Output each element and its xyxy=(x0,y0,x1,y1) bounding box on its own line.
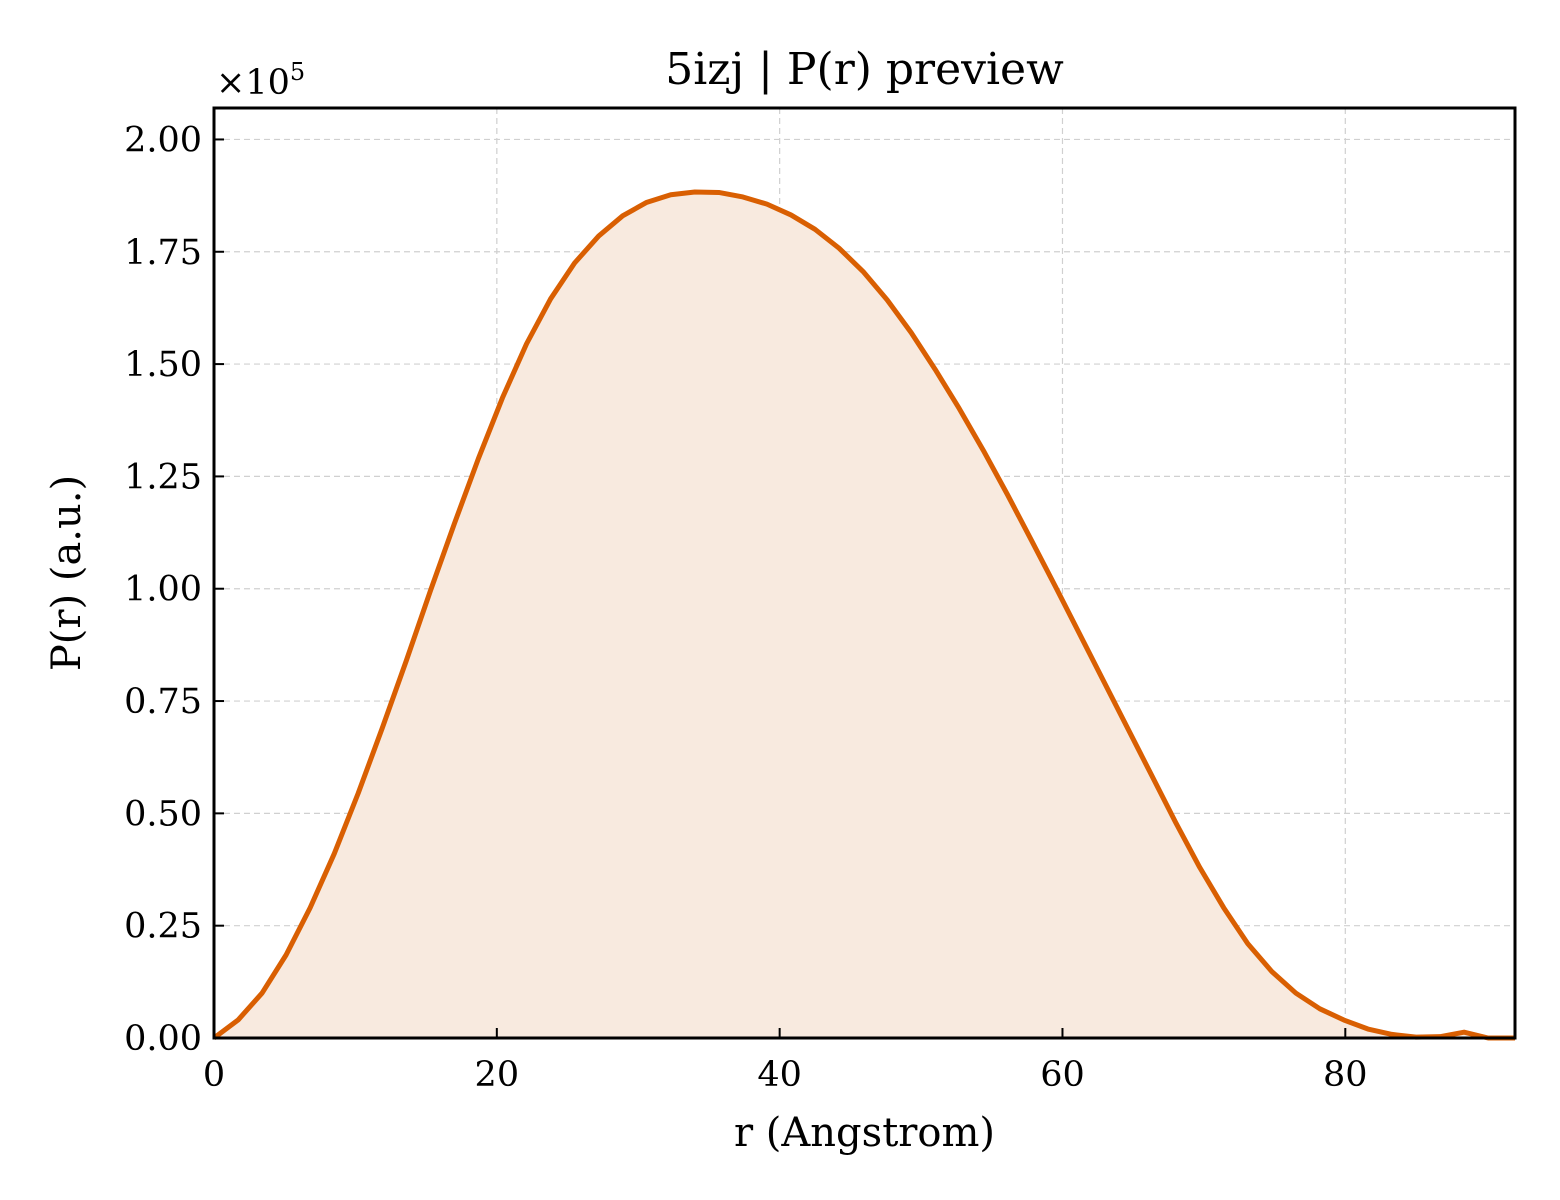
y-tick-label: 0.50 xyxy=(124,794,202,834)
y-tick-label: 1.75 xyxy=(124,233,202,273)
y-axis-label: P(r) (a.u.) xyxy=(44,475,90,671)
x-axis-label: r (Angstrom) xyxy=(734,1110,995,1156)
x-tick-label: 40 xyxy=(757,1055,802,1095)
y-tick-label: 0.25 xyxy=(124,907,202,947)
plot-frame xyxy=(212,106,1517,1040)
y-tick-label: 0.75 xyxy=(124,682,202,722)
y-tick-label: 1.00 xyxy=(124,570,202,610)
chart-title: 5izj | P(r) preview xyxy=(665,44,1064,95)
y-offset-label: ×105 xyxy=(216,58,305,103)
y-tick-label: 2.00 xyxy=(124,120,202,160)
x-tick-label: 80 xyxy=(1323,1055,1368,1095)
series-line xyxy=(212,189,1515,1041)
y-offset-exponent: 5 xyxy=(290,58,305,86)
y-offset-base: ×10 xyxy=(216,63,290,103)
x-tick-label: 60 xyxy=(1040,1055,1085,1095)
y-tick-label: 0.00 xyxy=(124,1019,202,1059)
y-tick-label: 1.50 xyxy=(124,345,202,385)
series-area-fill xyxy=(214,192,1515,1038)
x-tick-label: 0 xyxy=(203,1055,225,1095)
ticks: 0 20 40 60 80 0.00 0.25 0.50 0.75 1.00 1.25 1.50 1.7… xyxy=(124,120,1368,1095)
series-layer xyxy=(212,189,1515,1041)
y-tick-label: 1.25 xyxy=(124,457,202,497)
x-tick-label: 20 xyxy=(475,1055,520,1095)
